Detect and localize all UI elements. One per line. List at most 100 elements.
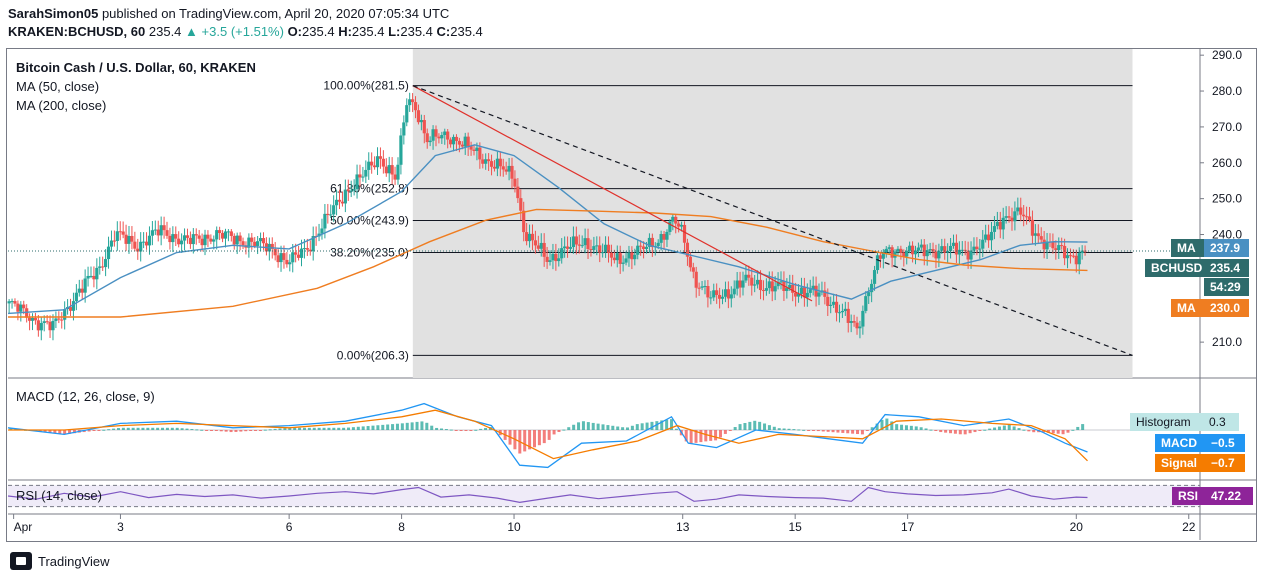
fib-level-label: 61.80%(252.8) — [330, 182, 409, 196]
fib-level-label: 0.00%(206.3) — [337, 348, 409, 362]
candle-down — [910, 245, 915, 255]
candle-up — [329, 214, 333, 216]
candle-down — [606, 244, 611, 253]
candle-up — [355, 174, 359, 190]
histogram-bar-down — [219, 430, 223, 432]
candle-down — [1024, 216, 1029, 218]
histogram-bar-up — [630, 425, 634, 430]
candle-down — [612, 257, 616, 261]
price-tick-label: 260.0 — [1212, 156, 1242, 170]
histogram-bar-up — [288, 427, 292, 430]
candle-down — [618, 253, 622, 264]
candle-down — [522, 210, 526, 233]
candle-up — [981, 239, 985, 249]
histogram-bar-down — [934, 430, 938, 431]
time-tick-label: 15 — [788, 520, 802, 534]
histogram-bar-up — [601, 424, 605, 430]
histogram-bar-up — [307, 427, 311, 430]
candle-up — [127, 235, 131, 244]
candle-down — [294, 252, 298, 255]
histogram-bar-down — [821, 430, 825, 432]
histogram-bar-up — [665, 419, 669, 430]
candle-down — [630, 252, 634, 260]
histogram-bar-up — [131, 427, 135, 430]
tradingview-logo[interactable]: TradingView — [10, 552, 110, 570]
histogram-bar-up — [606, 425, 610, 430]
legend-rsi[interactable]: RSI (14, close) — [16, 488, 102, 503]
candle-down — [963, 249, 967, 251]
candle-up — [320, 228, 324, 234]
candle-down — [662, 234, 666, 240]
candle-down — [589, 249, 593, 251]
candle-down — [253, 241, 257, 246]
candle-down — [130, 235, 134, 242]
histogram-bar-up — [1002, 425, 1006, 430]
chart-frame — [6, 48, 1257, 542]
histogram-bar-up — [386, 424, 390, 430]
histogram-bar-up — [772, 426, 776, 430]
histogram-bar-up — [787, 428, 791, 430]
candle-up — [832, 301, 836, 305]
histogram-bar-up — [625, 427, 629, 430]
histogram-bar-up — [165, 427, 169, 430]
candle-up — [872, 270, 877, 284]
legend-macd[interactable]: MACD (12, 26, close, 9) — [16, 389, 155, 404]
candle-down — [1071, 255, 1075, 257]
candle-up — [571, 236, 576, 248]
candle-up — [1004, 216, 1008, 218]
histogram-bar-down — [826, 430, 830, 432]
legend-ma50[interactable]: MA (50, close) — [16, 79, 100, 94]
candle-up — [659, 234, 663, 243]
candle-up — [937, 250, 941, 259]
histogram-bar-up — [655, 421, 659, 430]
publisher-name[interactable]: SarahSimon05 — [8, 6, 99, 21]
candle-up — [946, 250, 950, 253]
candle-down — [802, 287, 806, 298]
candle-up — [916, 247, 921, 251]
candle-up — [905, 250, 909, 257]
histogram-bar-up — [156, 427, 160, 430]
histogram-bar-up — [327, 427, 331, 430]
candle-down — [68, 307, 73, 311]
candle-down — [446, 131, 450, 140]
candle-up — [104, 259, 108, 268]
histogram-bar-up — [146, 427, 150, 430]
histogram-bar-down — [958, 430, 962, 435]
histogram-bar-down — [811, 430, 815, 431]
candle-up — [928, 249, 932, 251]
candle-up — [940, 246, 944, 251]
histogram-bar-down — [87, 430, 91, 432]
histogram-bar-down — [224, 430, 228, 432]
candle-down — [472, 149, 476, 151]
histogram-bar-up — [924, 428, 928, 430]
candle-up — [1057, 245, 1061, 251]
candle-up — [86, 275, 90, 279]
histogram-bar-down — [689, 430, 693, 444]
histogram-bar-up — [870, 427, 874, 430]
histogram-bar-up — [395, 423, 399, 430]
histogram-bar-up — [190, 428, 194, 430]
histogram-bar-up — [1081, 424, 1085, 430]
legend-ma200[interactable]: MA (200, close) — [16, 98, 107, 113]
candle-down — [194, 234, 198, 236]
candle-up — [601, 252, 605, 254]
candle-up — [71, 301, 76, 311]
histogram-bar-down — [694, 430, 698, 443]
histogram-bar-up — [645, 422, 649, 430]
candle-up — [668, 221, 672, 232]
candle-down — [639, 245, 643, 247]
candle-up — [191, 234, 195, 245]
candle-up — [829, 304, 833, 306]
histogram-bar-up — [151, 427, 155, 430]
trendline-dashed — [412, 85, 1133, 356]
histogram-bar-down — [939, 430, 943, 433]
candle-up — [7, 301, 11, 304]
histogram-bar-up — [1017, 428, 1021, 430]
histogram-bar-up — [660, 420, 664, 430]
histogram-bar-down — [841, 430, 845, 433]
candle-up — [753, 284, 757, 286]
histogram-bar-up — [748, 421, 752, 430]
histogram-bar-down — [968, 430, 972, 434]
candle-up — [352, 189, 356, 191]
